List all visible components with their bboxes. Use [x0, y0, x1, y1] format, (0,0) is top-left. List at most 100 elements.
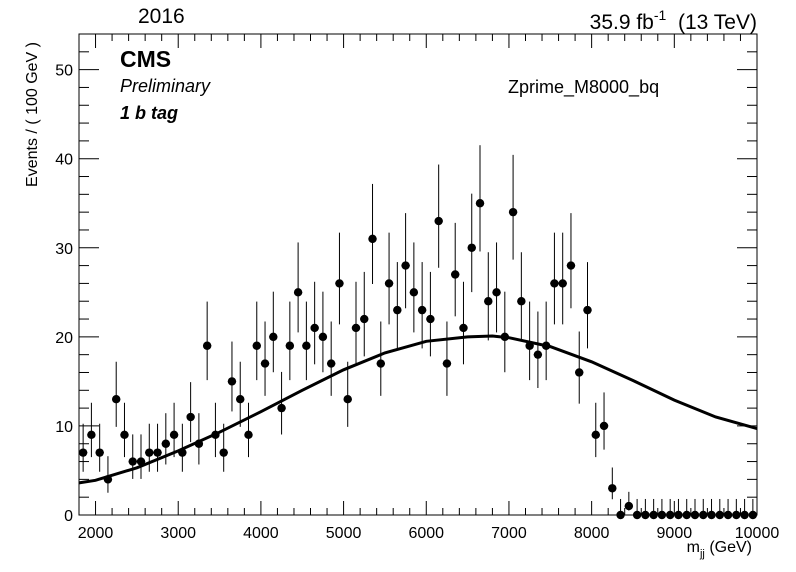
data-point — [211, 430, 220, 440]
data-point — [202, 341, 212, 350]
data-point — [277, 403, 286, 413]
fit-curve — [78, 334, 758, 485]
x-tick-labels: 2000 3000 4000 5000 6000 7000 8000 9000 10000 — [78, 525, 780, 542]
data-point — [136, 457, 146, 466]
data-point — [492, 288, 501, 297]
data-point — [103, 475, 113, 484]
data-point — [541, 341, 551, 350]
data-point — [434, 216, 443, 226]
data-point — [690, 510, 700, 520]
axis-ticks — [78, 33, 758, 516]
data-point — [112, 395, 121, 404]
data-point — [343, 395, 352, 404]
data-point — [310, 323, 319, 333]
data-point — [575, 368, 584, 377]
sample-label: Zprime_M8000_bq — [508, 77, 659, 98]
x-axis-subscript: jj — [699, 548, 705, 560]
x-axis-unit: (GeV) — [709, 539, 752, 556]
lumi-exponent: -1 — [654, 7, 667, 23]
data-point — [128, 457, 137, 466]
data-point — [525, 341, 534, 350]
category-label: 1 b tag — [120, 103, 178, 123]
data-point — [657, 510, 667, 520]
data-point — [467, 243, 476, 252]
y-tick-labels: 0 10 20 30 40 50 — [55, 63, 73, 525]
x-tick-label: 5000 — [326, 525, 362, 542]
data-point — [608, 484, 617, 493]
data-point — [194, 439, 204, 448]
data-point — [517, 297, 526, 306]
data-point — [260, 359, 270, 368]
energy-label: (13 TeV) — [678, 11, 757, 34]
data-point — [533, 350, 543, 359]
x-tick-label: 8000 — [574, 525, 610, 542]
y-tick-label: 0 — [64, 508, 73, 525]
data-point — [723, 510, 733, 520]
data-point — [740, 510, 749, 520]
x-tick-label: 4000 — [243, 525, 279, 542]
data-point — [335, 279, 344, 288]
data-point — [360, 314, 369, 324]
y-axis-title: Events / ( 100 GeV ) — [24, 42, 41, 187]
data-point — [451, 270, 460, 279]
data-point — [442, 359, 452, 368]
y-tick-label: 50 — [55, 63, 73, 80]
y-tick-label: 10 — [55, 419, 73, 436]
data-point — [269, 332, 278, 342]
data-point — [95, 448, 104, 457]
x-tick-label: 7000 — [491, 525, 527, 542]
x-tick-label: 10000 — [735, 525, 780, 542]
y-tick-label: 40 — [55, 152, 73, 169]
data-point — [591, 430, 600, 440]
data-point — [120, 430, 129, 440]
x-tick-label: 2000 — [78, 525, 114, 542]
data-point — [550, 279, 559, 288]
x-axis-symbol: m — [687, 539, 700, 556]
data-point — [302, 341, 311, 350]
data-point — [384, 279, 394, 288]
data-point — [484, 297, 493, 306]
lumi-label: 35.9 fb-1 (13 TeV) — [590, 7, 757, 34]
data-point — [87, 430, 96, 440]
data-point — [707, 510, 716, 520]
data-point — [459, 323, 468, 333]
preliminary-label: Preliminary — [120, 76, 211, 96]
data-point — [236, 395, 245, 404]
data-point — [732, 510, 741, 520]
data-point — [583, 305, 592, 315]
x-axis-title: mjj (GeV) — [687, 539, 752, 560]
lumi-value: 35.9 fb — [590, 11, 654, 34]
year-label: 2016 — [138, 5, 185, 28]
data-point — [393, 305, 402, 315]
data-point — [426, 314, 435, 324]
data-point — [409, 288, 419, 297]
data-point — [508, 207, 518, 217]
data-point — [699, 510, 708, 520]
data-point — [624, 501, 634, 511]
x-tick-label: 9000 — [657, 525, 693, 542]
data-point — [78, 448, 88, 457]
data-point — [161, 439, 171, 448]
data-point — [244, 430, 253, 440]
data-point — [186, 412, 195, 422]
data-point — [252, 341, 261, 350]
data-point — [178, 448, 187, 457]
y-tick-label: 30 — [55, 241, 73, 258]
data-point — [401, 261, 410, 270]
data-point — [145, 448, 154, 457]
data-point — [632, 510, 642, 520]
data-point — [318, 332, 328, 342]
data-point — [599, 421, 609, 431]
data-point — [558, 279, 567, 288]
data-point — [219, 448, 228, 457]
data-point — [616, 510, 625, 520]
data-point — [417, 305, 427, 315]
data-point — [285, 341, 295, 350]
data-point — [475, 199, 485, 208]
data-point — [665, 510, 675, 520]
x-tick-label: 3000 — [160, 525, 196, 542]
data-point — [293, 288, 303, 297]
cms-label: CMS — [120, 46, 171, 72]
data-point — [351, 323, 361, 333]
